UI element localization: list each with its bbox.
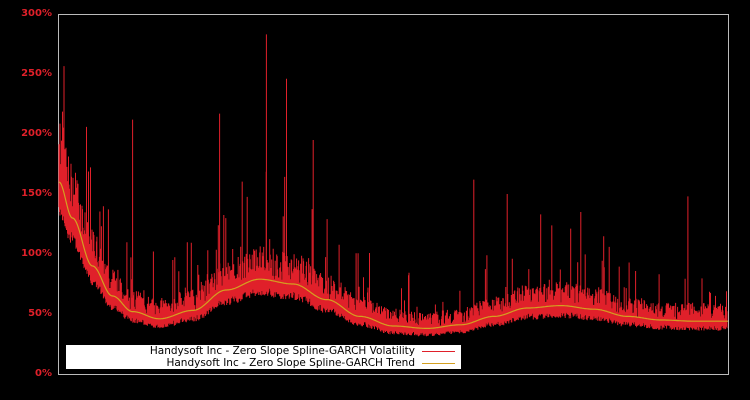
ytick-200: 200%: [21, 128, 52, 139]
ytick-150: 150%: [21, 188, 52, 199]
ytick-0: 0%: [35, 368, 52, 379]
ytick-300: 300%: [21, 8, 52, 19]
volatility-series: [58, 34, 728, 337]
legend-volatility-swatch: [422, 351, 455, 352]
ytick-250: 250%: [21, 68, 52, 79]
legend-volatility-label: Handysoft Inc - Zero Slope Spline-GARCH …: [149, 345, 415, 357]
legend-trend-swatch: [422, 363, 455, 364]
ytick-100: 100%: [21, 248, 52, 259]
volatility-line: [58, 34, 728, 337]
trend-series: [58, 181, 728, 329]
legend: Handysoft Inc - Zero Slope Spline-GARCH …: [66, 345, 461, 369]
ytick-50: 50%: [28, 308, 52, 319]
legend-trend-label: Handysoft Inc - Zero Slope Spline-GARCH …: [166, 357, 415, 369]
